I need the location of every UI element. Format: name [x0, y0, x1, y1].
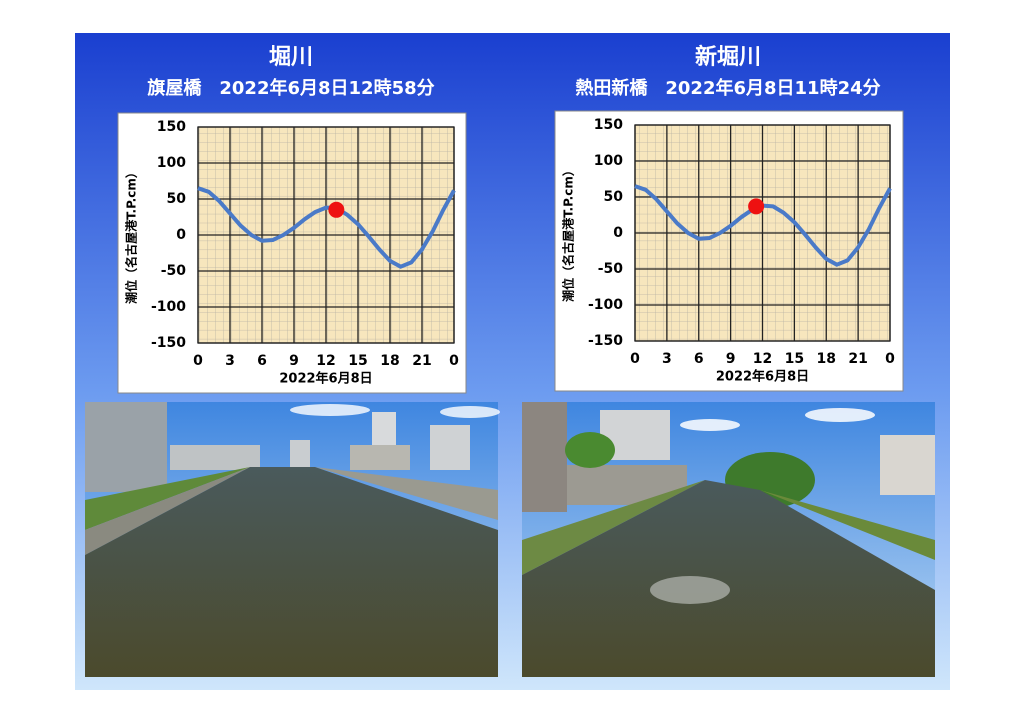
x-tick-label: 3 — [225, 353, 235, 369]
x-tick-label: 6 — [257, 353, 267, 369]
y-tick-label: 50 — [604, 189, 624, 205]
chart-title: 堀川 — [269, 45, 313, 70]
y-tick-label: 150 — [157, 119, 186, 135]
y-tick-label: 150 — [594, 117, 623, 133]
chart-title: 新堀川 — [695, 44, 761, 70]
x-tick-label: 0 — [630, 351, 640, 367]
plot-border — [197, 126, 455, 344]
y-tick-label: -100 — [588, 297, 623, 313]
plot-border — [634, 124, 891, 342]
x-tick-label: 12 — [753, 351, 772, 367]
x-tick-label: 18 — [817, 351, 836, 367]
chart-subtitle: 熱田新橋 2022年6月8日11時24分 — [575, 77, 880, 99]
x-tick-label: 9 — [289, 353, 299, 369]
y-tick-label: 0 — [613, 225, 623, 241]
current-level-marker — [328, 201, 345, 218]
x-axis-label: 2022年6月8日 — [716, 369, 809, 385]
x-tick-label: 0 — [885, 351, 895, 367]
y-tick-label: 100 — [157, 155, 186, 171]
x-tick-label: 21 — [848, 351, 867, 367]
y-axis-label: 潮位（名古屋港T.P.cm） — [561, 164, 576, 302]
x-tick-label: 9 — [726, 351, 736, 367]
x-tick-label: 15 — [348, 353, 367, 369]
x-tick-label: 15 — [785, 351, 804, 367]
y-axis-label: 潮位（名古屋港T.P.cm） — [124, 166, 139, 304]
current-level-marker — [748, 198, 765, 215]
y-tick-label: -150 — [151, 335, 186, 351]
x-tick-label: 3 — [662, 351, 672, 367]
x-tick-label: 6 — [694, 351, 704, 367]
x-tick-label: 0 — [193, 353, 203, 369]
x-tick-label: 12 — [316, 353, 335, 369]
y-tick-label: 0 — [176, 227, 186, 243]
y-tick-label: -50 — [598, 261, 624, 277]
tide-line — [197, 186, 456, 269]
x-tick-label: 21 — [412, 353, 431, 369]
y-tick-label: 50 — [167, 191, 187, 207]
photo-horikawa — [85, 402, 500, 677]
x-tick-label: 18 — [380, 353, 399, 369]
chart-subtitle: 旗屋橋 2022年6月8日12時58分 — [147, 77, 434, 99]
y-tick-label: -150 — [588, 333, 623, 349]
y-tick-label: -50 — [161, 263, 187, 279]
y-tick-label: 100 — [594, 153, 623, 169]
x-axis-label: 2022年6月8日 — [279, 371, 372, 387]
x-tick-label: 0 — [449, 353, 459, 369]
photo-shinhorikawa — [522, 402, 935, 677]
y-tick-label: -100 — [151, 299, 186, 315]
